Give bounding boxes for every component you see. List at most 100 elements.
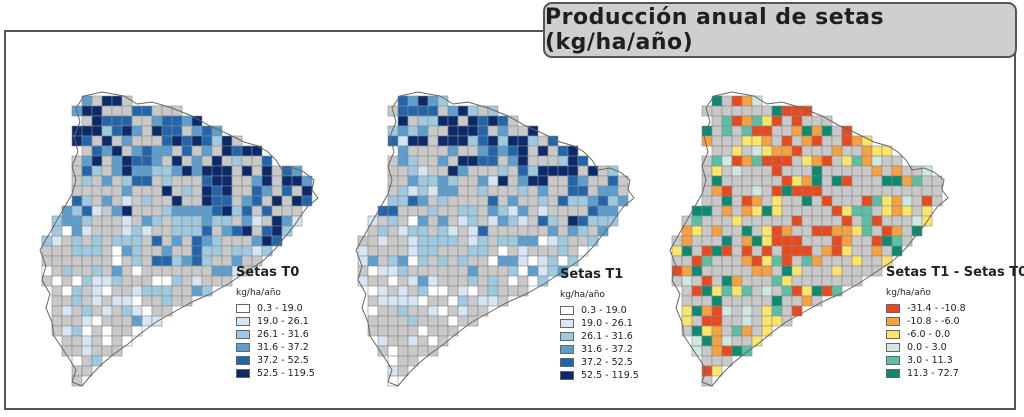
grid-cell (871, 175, 883, 187)
grid-cell (467, 165, 479, 177)
grid-cell (251, 235, 263, 247)
grid-cell (457, 135, 469, 147)
grid-cell (911, 225, 923, 237)
grid-cell (721, 305, 733, 317)
grid-cell (437, 125, 449, 137)
grid-cell (781, 155, 793, 167)
legend-item: 52.5 - 119.5 (560, 369, 639, 382)
grid-cell (81, 265, 93, 277)
grid-cell (507, 275, 519, 287)
grid-cell (241, 215, 253, 227)
grid-cell (397, 175, 409, 187)
grid-cell (711, 215, 723, 227)
grid-cell (261, 205, 273, 217)
grid-cell (467, 265, 479, 277)
grid-cell (681, 305, 693, 317)
grid-cell (387, 195, 399, 207)
grid-cell (547, 245, 559, 257)
grid-cell (751, 245, 763, 257)
grid-cell (731, 325, 743, 337)
grid-cell (91, 225, 103, 237)
grid-cell (517, 175, 529, 187)
grid-cell (681, 285, 693, 297)
grid-cell (211, 165, 223, 177)
grid-cell (437, 315, 449, 327)
grid-cell (387, 255, 399, 267)
grid-cell (191, 125, 203, 137)
grid-cell (387, 205, 399, 217)
grid-cell (577, 245, 589, 257)
grid-cell (457, 295, 469, 307)
grid-cell (211, 235, 223, 247)
grid-cell (141, 155, 153, 167)
grid-cell (261, 245, 273, 257)
grid-cell (861, 175, 873, 187)
grid-cell (171, 125, 183, 137)
grid-cell (721, 255, 733, 267)
grid-cell (151, 275, 163, 287)
grid-cell (261, 165, 273, 177)
grid-cell (81, 275, 93, 287)
grid-cell (171, 215, 183, 227)
grid-cell (211, 215, 223, 227)
grid-cell (701, 245, 713, 257)
grid-cell (721, 355, 733, 367)
grid-cell (181, 285, 193, 297)
grid-cell (851, 145, 863, 157)
grid-cell (161, 215, 173, 227)
grid-cell (577, 215, 589, 227)
grid-cell (387, 215, 399, 227)
grid-cell (741, 345, 753, 357)
grid-cell (407, 125, 419, 137)
grid-cell (251, 215, 263, 227)
grid-cell (161, 255, 173, 267)
grid-cell (151, 175, 163, 187)
grid-cell (161, 125, 173, 137)
grid-cell (397, 245, 409, 257)
grid-cell (151, 145, 163, 157)
grid-cell (387, 265, 399, 277)
grid-cell (741, 105, 753, 117)
grid-cell (201, 135, 213, 147)
grid-cell (191, 145, 203, 157)
grid-cell (427, 175, 439, 187)
grid-cell (201, 125, 213, 137)
grid-cells (357, 95, 629, 387)
grid-cell (517, 165, 529, 177)
figure-title: Producción anual de setas (kg/ha/año) (543, 2, 1017, 58)
grid-cell (91, 95, 103, 107)
grid-cell (407, 95, 419, 107)
grid-cell (281, 225, 293, 237)
grid-cell (161, 145, 173, 157)
grid-cell (871, 185, 883, 197)
grid-cell (141, 145, 153, 157)
grid-cell (81, 105, 93, 117)
grid-cell (731, 185, 743, 197)
grid-cell (811, 295, 823, 307)
grid-cell (547, 175, 559, 187)
grid-cell (891, 205, 903, 217)
grid-cell (921, 195, 933, 207)
grid-cell (831, 125, 843, 137)
grid-cell (507, 255, 519, 267)
grid-cell (597, 165, 609, 177)
grid-cell (711, 305, 723, 317)
grid-cell (427, 285, 439, 297)
grid-cell (557, 225, 569, 237)
grid-cell (131, 105, 143, 117)
grid-cell (781, 305, 793, 317)
grid-cell (851, 195, 863, 207)
grid-cell (191, 165, 203, 177)
grid-cell (121, 265, 133, 277)
legend-swatch (236, 343, 250, 352)
grid-cell (417, 285, 429, 297)
grid-cell (871, 155, 883, 167)
grid-cell (831, 135, 843, 147)
grid-cell (211, 255, 223, 267)
grid-cell (51, 235, 63, 247)
grid-cell (781, 255, 793, 267)
grid-cell (141, 235, 153, 247)
grid-cell (457, 315, 469, 327)
grid-cell (701, 135, 713, 147)
grid-cell (711, 115, 723, 127)
